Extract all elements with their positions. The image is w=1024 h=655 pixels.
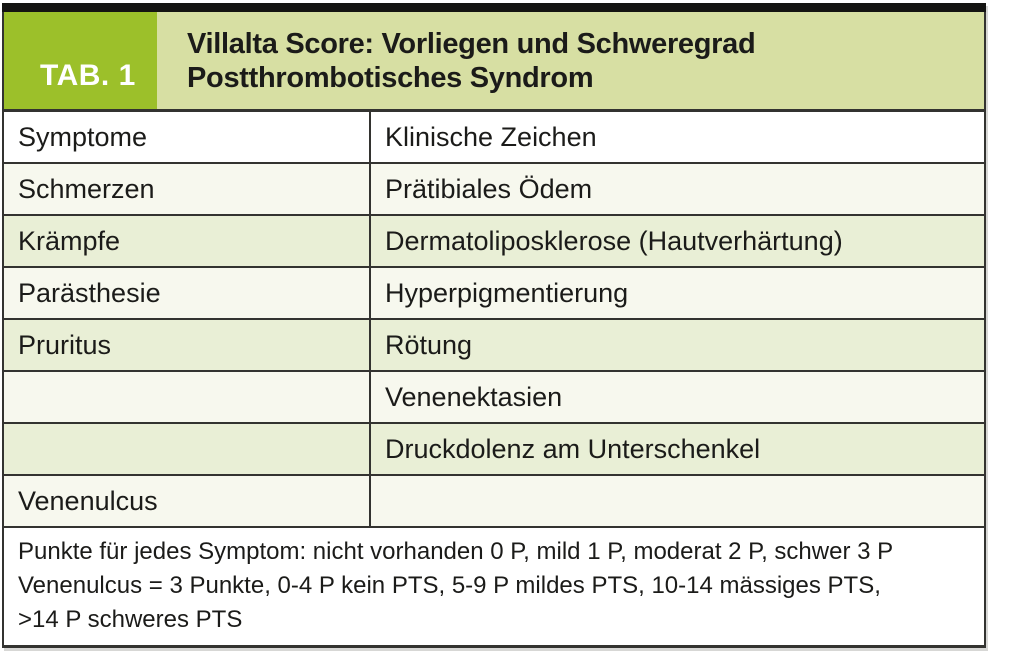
table-body: Symptome Klinische Zeichen Schmerzen Prä… [2, 112, 986, 528]
sign-cell [371, 476, 984, 526]
scoring-footnote: Punkte für jedes Symptom: nicht vorhande… [2, 528, 986, 648]
title-line-2: Postthrombotisches Syndrom [187, 61, 594, 94]
sign-cell: Venenektasien [385, 381, 563, 412]
column-header-row: Symptome Klinische Zeichen [4, 112, 984, 164]
footnote-line-2: Venenulcus = 3 Punkte, 0-4 P kein PTS, 5… [18, 572, 881, 599]
table-title: Villalta Score: Vorliegen und Schweregra… [157, 12, 984, 109]
signs-column-header: Klinische Zeichen [385, 121, 597, 152]
title-line-1: Villalta Score: Vorliegen und Schweregra… [187, 27, 756, 60]
table-row: Druckdolenz am Unterschenkel [4, 424, 984, 476]
symptom-cell: Parästhesie [4, 268, 371, 318]
sign-cell: Rötung [385, 329, 473, 360]
tab-number-label: TAB. 1 [40, 59, 136, 92]
sign-cell: Dermatoliposklerose (Hautverhärtung) [385, 225, 843, 256]
sign-cell: Druckdolenz am Unterschenkel [385, 433, 761, 464]
table-tab-badge: TAB. 1 [4, 12, 157, 109]
symptom-cell [4, 372, 371, 422]
table-row: Venenektasien [4, 372, 984, 424]
footnote-line-1: Punkte für jedes Symptom: nicht vorhande… [18, 538, 894, 565]
symptom-cell: Schmerzen [4, 164, 371, 214]
table-row: Krämpfe Dermatoliposklerose (Hautverhärt… [4, 216, 984, 268]
sign-cell: Hyperpigmentierung [385, 277, 629, 308]
table-row: Venenulcus [4, 476, 984, 528]
villalta-score-table: TAB. 1 Villalta Score: Vorliegen und Sch… [2, 3, 986, 648]
footnote-line-3: >14 P schweres PTS [18, 606, 243, 633]
symptom-cell: Venenulcus [4, 476, 371, 526]
symptom-cell: Krämpfe [4, 216, 371, 266]
table-header-band: TAB. 1 Villalta Score: Vorliegen und Sch… [2, 12, 986, 112]
top-black-rule [2, 3, 986, 12]
sign-cell: Prätibiales Ödem [385, 173, 593, 204]
symptom-column-header: Symptome [4, 112, 371, 162]
table-row: Parästhesie Hyperpigmentierung [4, 268, 984, 320]
symptom-cell: Pruritus [4, 320, 371, 370]
table-row: Schmerzen Prätibiales Ödem [4, 164, 984, 216]
symptom-cell [4, 424, 371, 474]
table-row: Pruritus Rötung [4, 320, 984, 372]
